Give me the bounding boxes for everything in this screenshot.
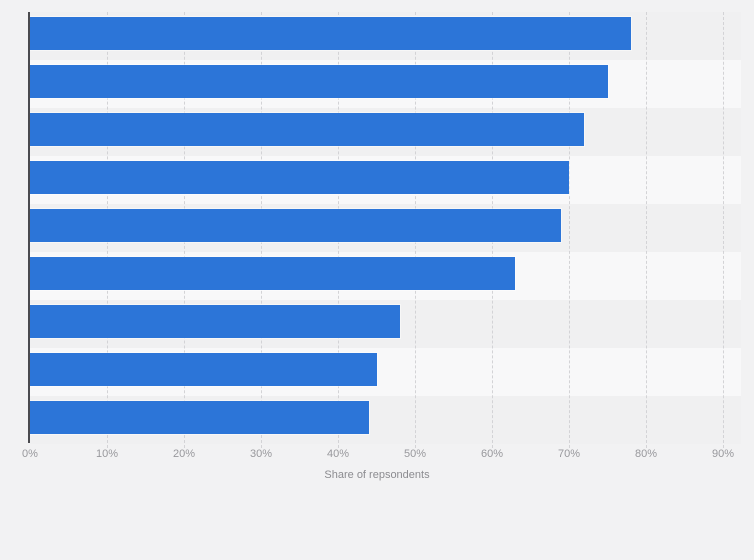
x-tick-label: 50% [403,448,427,460]
x-tick-label: 70% [557,448,581,460]
x-tick-label: 20% [172,448,196,460]
x-tick-label: 10% [95,448,119,460]
bar [30,401,369,434]
bar [30,305,400,338]
bar [30,353,377,386]
x-gridline [723,12,724,448]
bar [30,209,562,242]
x-tick-label: 40% [326,448,350,460]
bar [30,257,516,290]
y-axis-line [28,12,30,443]
x-tick-label: 80% [634,448,658,460]
plot-area [30,12,741,448]
bar [30,113,585,146]
x-tick-label: 60% [480,448,504,460]
bar [30,17,631,50]
x-tick-label: 30% [249,448,273,460]
x-tick-label: 90% [711,448,735,460]
bar [30,161,569,194]
x-gridline [646,12,647,448]
x-gridline [569,12,570,448]
bar [30,65,608,98]
x-axis-title: Share of repsondents [324,469,430,481]
x-tick-label: 0% [22,448,38,460]
